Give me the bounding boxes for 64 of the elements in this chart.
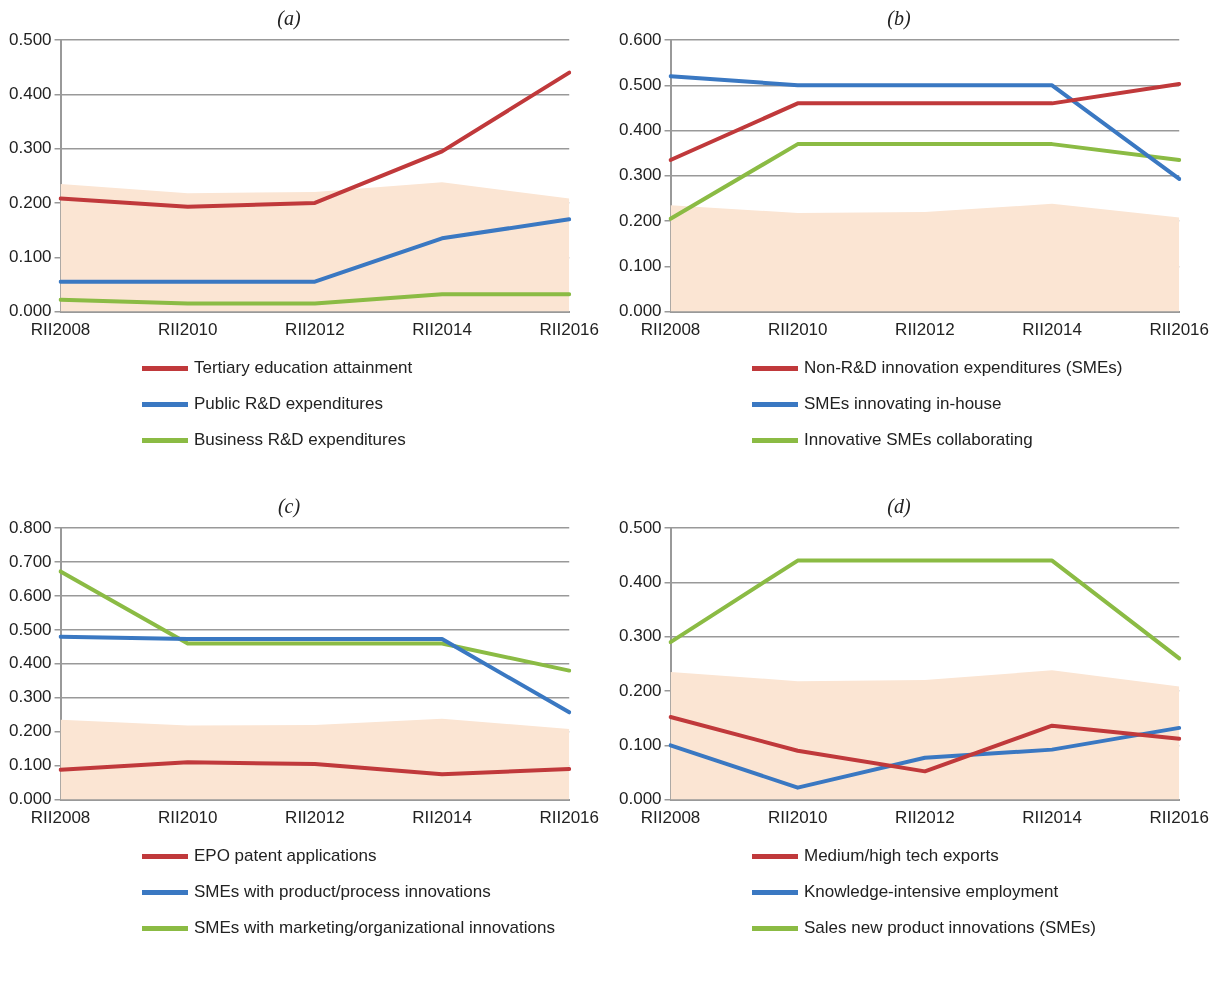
legend-label: Business R&D expenditures xyxy=(194,430,406,450)
y-tick-label: 0.300 xyxy=(8,138,52,158)
x-tick-label: RII2010 xyxy=(767,320,828,340)
y-tick-label: 0.400 xyxy=(8,84,52,104)
y-tick-label: 0.600 xyxy=(8,585,52,605)
x-tick-label: RII2014 xyxy=(412,320,472,340)
y-tick-label: 0.200 xyxy=(8,721,52,741)
y-tick-label: 0.200 xyxy=(618,680,662,700)
x-tick-label: RII2014 xyxy=(1022,320,1082,340)
x-tick-label: RII2012 xyxy=(285,320,345,340)
x-tick-label: RII2012 xyxy=(285,808,345,828)
x-tick-label: RII2014 xyxy=(412,808,472,828)
y-tick-label: 0.000 xyxy=(8,301,52,321)
x-tick-label: RII2014 xyxy=(1022,808,1082,828)
chart-title: (c) xyxy=(277,495,301,519)
x-tick-label: RII2016 xyxy=(539,808,599,828)
x-tick-label: RII2008 xyxy=(640,808,701,828)
y-tick-label: 0.000 xyxy=(618,301,662,321)
y-tick-label: 0.200 xyxy=(618,210,662,230)
x-tick-label: RII2012 xyxy=(895,320,955,340)
x-tick-label: RII2008 xyxy=(30,320,91,340)
x-tick-label: RII2016 xyxy=(539,320,599,340)
chart-title: (d) xyxy=(887,495,911,519)
legend-label: Non-R&D innovation expenditures (SMEs) xyxy=(804,358,1123,378)
y-tick-label: 0.300 xyxy=(8,687,52,707)
x-tick-label: RII2010 xyxy=(157,808,218,828)
y-tick-label: 0.100 xyxy=(618,256,662,276)
x-tick-label: RII2008 xyxy=(640,320,701,340)
y-tick-label: 0.200 xyxy=(8,192,52,212)
legend-label: Sales new product innovations (SMEs) xyxy=(804,918,1096,938)
y-tick-label: 0.500 xyxy=(8,619,52,639)
x-tick-label: RII2016 xyxy=(1149,808,1209,828)
y-tick-label: 0.400 xyxy=(8,653,52,673)
y-tick-label: 0.400 xyxy=(618,572,662,592)
legend-label: Knowledge-intensive employment xyxy=(804,882,1059,902)
legend-label: SMEs with product/process innovations xyxy=(194,882,491,902)
y-tick-label: 0.000 xyxy=(8,789,52,809)
y-tick-label: 0.500 xyxy=(8,29,52,49)
y-tick-label: 0.100 xyxy=(8,246,52,266)
legend-label: SMEs with marketing/organizational innovations xyxy=(194,918,555,938)
x-tick-label: RII2008 xyxy=(30,808,91,828)
legend-label: Tertiary education attainment xyxy=(194,358,413,378)
y-tick-label: 0.500 xyxy=(618,74,662,94)
x-tick-label: RII2010 xyxy=(767,808,828,828)
y-tick-label: 0.100 xyxy=(618,734,662,754)
y-tick-label: 0.800 xyxy=(8,517,52,537)
legend-label: Medium/high tech exports xyxy=(804,846,999,866)
y-tick-label: 0.000 xyxy=(618,789,662,809)
y-tick-label: 0.400 xyxy=(618,120,662,140)
legend-label: EPO patent applications xyxy=(194,846,377,866)
x-tick-label: RII2010 xyxy=(157,320,218,340)
y-tick-label: 0.100 xyxy=(8,755,52,775)
y-tick-label: 0.500 xyxy=(618,517,662,537)
y-tick-label: 0.300 xyxy=(618,165,662,185)
y-tick-label: 0.300 xyxy=(618,626,662,646)
chart-title: (b) xyxy=(887,7,911,31)
x-tick-label: RII2016 xyxy=(1149,320,1209,340)
legend-label: SMEs innovating in-house xyxy=(804,394,1002,414)
x-tick-label: RII2012 xyxy=(895,808,955,828)
chart-title: (a) xyxy=(277,7,301,31)
y-tick-label: 0.700 xyxy=(8,551,52,571)
legend-label: Innovative SMEs collaborating xyxy=(804,430,1033,450)
legend-label: Public R&D expenditures xyxy=(194,394,383,414)
y-tick-label: 0.600 xyxy=(618,29,662,49)
